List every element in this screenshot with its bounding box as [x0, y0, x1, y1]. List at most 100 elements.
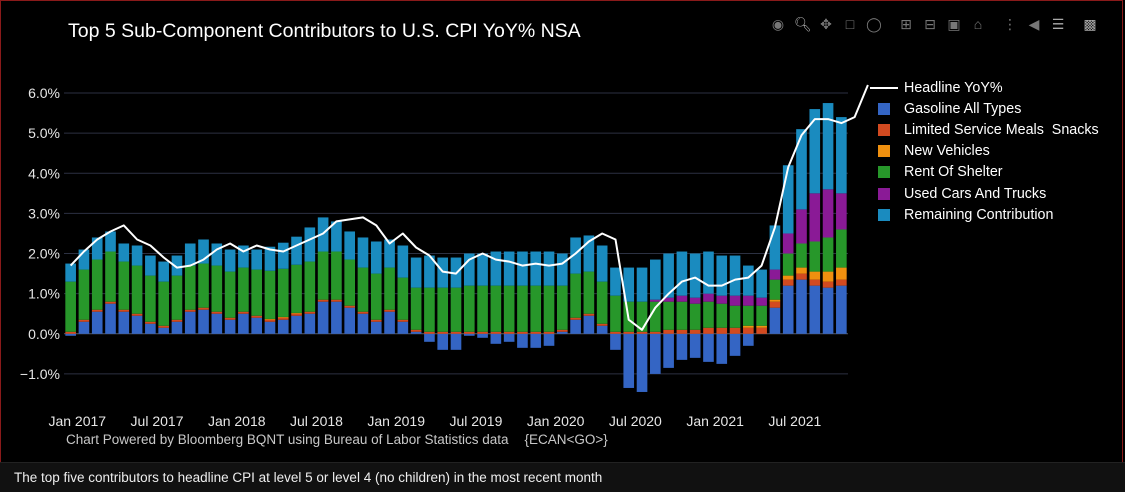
bar-segment: [463, 253, 475, 286]
bar-segment: [650, 301, 661, 332]
autoscale-icon[interactable]: ▣: [947, 16, 961, 32]
bar-segment: [756, 325, 767, 328]
bar-segment: [623, 267, 635, 302]
bar-segment: [251, 317, 262, 334]
bar-segment: [636, 333, 648, 392]
bar-segment: [756, 327, 767, 334]
bar-segment: [610, 333, 621, 350]
bar-segment: [424, 255, 435, 288]
bar-segment: [91, 311, 103, 334]
bar-segment: [264, 246, 276, 271]
legend-line-swatch: [870, 81, 898, 95]
bar-segment: [118, 243, 130, 262]
legend-item[interactable]: Headline YoY%: [870, 77, 1099, 98]
bar-segment: [650, 299, 661, 302]
bar-segment: [596, 281, 608, 324]
bar-segment: [477, 331, 488, 334]
legend-item[interactable]: Gasoline All Types: [870, 98, 1099, 119]
bar-segment: [490, 331, 502, 334]
bar-segment: [809, 241, 821, 272]
bar-segment: [676, 295, 688, 302]
legend-item[interactable]: Remaining Contribution: [870, 204, 1099, 225]
bar-segment: [171, 321, 183, 334]
bar-segment: [782, 165, 794, 234]
bar-segment: [145, 323, 156, 334]
bar-segment: [822, 271, 834, 282]
bar-segment: [105, 231, 116, 252]
zoom-icon[interactable]: 🔍︎: [794, 16, 812, 32]
bar-segment: [743, 305, 754, 326]
bar-segment: [384, 239, 395, 268]
legend-label: Rent Of Shelter: [904, 164, 1003, 181]
bar-segment: [636, 267, 648, 302]
bar-segment: [450, 333, 462, 350]
hover-closest-icon[interactable]: ◀: [1028, 16, 1040, 32]
legend-label: Remaining Contribution: [904, 206, 1054, 223]
bar-segment: [556, 329, 568, 332]
bar-segment: [796, 129, 807, 210]
legend-item[interactable]: Rent Of Shelter: [870, 162, 1099, 183]
bar-segment: [689, 297, 701, 304]
bar-segment: [663, 301, 674, 330]
x-tick-label: Jan 2019: [367, 413, 425, 429]
bar-segment: [530, 285, 542, 332]
bar-segment: [782, 279, 794, 286]
legend-label: Headline YoY%: [904, 79, 1003, 96]
bar-segment: [410, 287, 422, 330]
spike-lines-icon[interactable]: ⋮: [1003, 16, 1017, 32]
bar-segment: [729, 255, 741, 296]
y-tick-label: 3.0%: [28, 205, 60, 221]
box-select-icon[interactable]: □: [845, 16, 855, 32]
bar-segment: [716, 255, 728, 296]
bar-segment: [716, 295, 728, 304]
bar-segment: [198, 307, 209, 310]
y-tick-label: −1.0%: [20, 366, 60, 382]
bar-segment: [277, 319, 289, 334]
bar-segment: [703, 293, 714, 302]
bar-segment: [145, 255, 156, 276]
footer-bar: The top five contributors to headline CP…: [0, 462, 1125, 492]
camera-icon[interactable]: ◉: [771, 16, 785, 32]
bar-segment: [822, 103, 834, 190]
bar-segment: [331, 221, 342, 252]
bar-segment: [796, 209, 807, 244]
bar-segment: [78, 321, 90, 334]
bar-segment: [410, 331, 422, 334]
credit-text: Chart Powered by Bloomberg BQNT using Bu…: [66, 432, 509, 447]
bar-segment: [251, 269, 262, 316]
bar-segment: [822, 287, 834, 334]
bar-segment: [503, 331, 515, 334]
chart-credit: Chart Powered by Bloomberg BQNT using Bu…: [66, 432, 608, 447]
reset-axes-icon[interactable]: ⌂: [973, 16, 983, 32]
legend-item[interactable]: Limited Service Meals Snacks: [870, 119, 1099, 140]
x-tick-label: Jul 2021: [768, 413, 821, 429]
bar-segment: [729, 333, 741, 356]
lasso-icon[interactable]: ◯: [866, 16, 882, 32]
bar-segment: [583, 315, 595, 334]
x-tick-label: Jul 2017: [131, 413, 184, 429]
y-tick-label: 2.0%: [28, 246, 60, 262]
zoom-out-icon[interactable]: ⊟: [924, 16, 936, 32]
zoom-in-icon[interactable]: ⊞: [900, 16, 912, 32]
hover-compare-icon[interactable]: ☰: [1051, 16, 1065, 32]
x-tick-label: Jul 2018: [290, 413, 343, 429]
bar-segment: [517, 331, 528, 334]
bar-segment: [556, 331, 568, 334]
legend-item[interactable]: New Vehicles: [870, 141, 1099, 162]
bar-segment: [384, 309, 395, 312]
bar-segment: [264, 321, 276, 334]
plotly-logo-icon[interactable]: ▩: [1083, 16, 1097, 32]
bar-segment: [517, 251, 528, 286]
y-axis-labels: −1.0% 0.0% 1.0% 2.0% 3.0% 4.0% 5.0% 6.0%: [20, 85, 60, 382]
bar-segment: [570, 237, 581, 274]
bar-segment: [131, 313, 143, 316]
bar-segment: [171, 319, 183, 322]
pan-icon[interactable]: ✥: [820, 16, 832, 32]
bar-segment: [716, 333, 728, 364]
bar-segment: [583, 313, 595, 316]
bar-segment: [304, 227, 316, 262]
legend-item[interactable]: Used Cars And Trucks: [870, 183, 1099, 204]
bar-segment: [822, 189, 834, 238]
bar-segment: [796, 273, 807, 280]
bar-segment: [689, 329, 701, 334]
